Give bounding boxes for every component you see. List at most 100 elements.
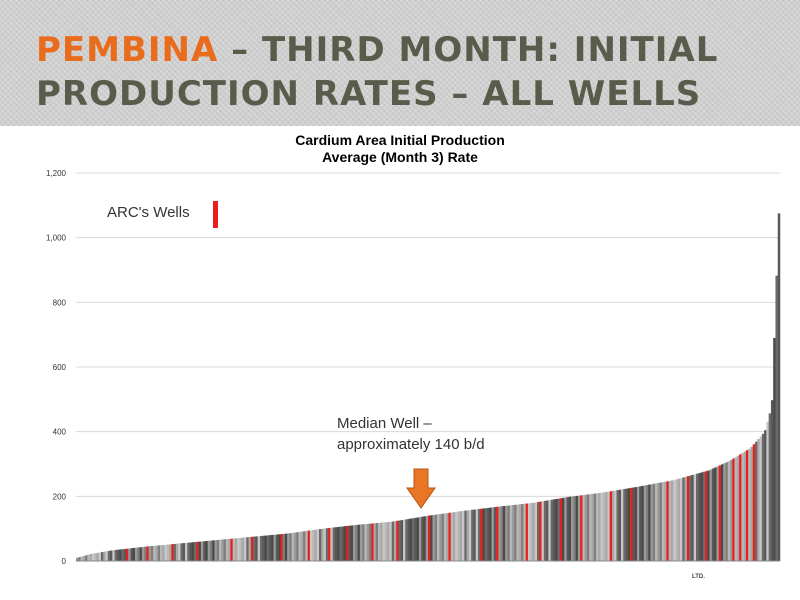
well-bar — [389, 521, 392, 561]
well-bar — [432, 514, 436, 561]
well-bar — [475, 509, 479, 561]
well-bar — [414, 517, 417, 561]
well-bar — [698, 473, 701, 561]
arc-well-bar — [396, 520, 399, 561]
well-bar — [518, 504, 522, 561]
well-bar — [552, 499, 556, 561]
arc-well-bar — [745, 450, 749, 561]
arc-well-bar — [539, 501, 542, 561]
well-bar — [632, 487, 635, 561]
well-bar — [262, 535, 265, 561]
well-bar — [255, 536, 258, 561]
well-bar — [768, 413, 772, 561]
well-bar — [487, 507, 490, 561]
well-bar — [714, 467, 717, 561]
well-bar — [166, 544, 170, 561]
well-bar — [200, 541, 204, 561]
well-bar — [591, 493, 595, 561]
well-bar — [309, 530, 313, 561]
well-bar — [530, 503, 533, 561]
well-bar — [725, 462, 729, 561]
y-tick-label: 1,000 — [46, 234, 67, 243]
well-bar — [521, 504, 524, 561]
well-bar — [173, 543, 177, 561]
well-bar — [350, 525, 354, 561]
well-bar — [491, 507, 495, 561]
well-bar — [114, 549, 118, 561]
well-bar — [764, 430, 767, 561]
title-banner: PEMBINA – THIRD MONTH: INITIAL PRODUCTIO… — [0, 0, 800, 126]
well-bar — [137, 547, 140, 561]
well-bar — [418, 517, 422, 561]
well-bar — [409, 518, 413, 561]
well-bar — [325, 528, 329, 561]
well-bar — [175, 543, 179, 561]
well-bar — [294, 532, 297, 561]
well-bar — [425, 515, 429, 561]
well-bar — [316, 529, 320, 561]
well-bar — [375, 523, 379, 561]
well-bar — [382, 522, 386, 561]
well-bar — [462, 510, 465, 561]
well-bar — [682, 477, 685, 561]
arc-well-bar — [559, 498, 563, 561]
well-bar — [770, 400, 774, 561]
well-bar — [264, 535, 268, 561]
well-bar — [323, 528, 327, 561]
well-bar — [727, 461, 731, 561]
well-bar — [150, 546, 154, 561]
well-bar — [557, 498, 560, 561]
well-bar — [600, 492, 604, 561]
well-bar — [741, 452, 744, 561]
well-bar — [573, 496, 576, 561]
well-bar — [709, 469, 713, 561]
well-bar — [189, 542, 193, 561]
well-bar — [216, 539, 220, 561]
well-bar — [500, 506, 504, 561]
well-bar — [555, 498, 558, 561]
well-bar — [661, 482, 665, 561]
well-bar — [96, 552, 99, 561]
well-bar — [121, 549, 124, 561]
well-bar — [341, 526, 345, 561]
arc-well-bar — [448, 512, 451, 561]
well-bar — [602, 492, 606, 561]
well-bar — [364, 524, 367, 561]
well-bar — [646, 485, 649, 561]
arc-well-bar — [280, 534, 283, 561]
well-bar — [711, 468, 715, 561]
arc-well-bar — [609, 491, 613, 561]
well-bar — [550, 499, 554, 561]
median-annotation-line2: approximately 140 b/d — [337, 436, 485, 453]
arc-well-bar — [732, 458, 735, 561]
well-bar — [493, 507, 497, 561]
well-bar — [194, 542, 197, 561]
well-bar — [607, 491, 610, 561]
title-line1: – THIRD MONTH: INITIAL — [218, 30, 719, 70]
well-bar — [237, 538, 240, 561]
well-bar — [407, 518, 411, 561]
title-line2: PRODUCTION RATES – ALL WELLS — [36, 74, 702, 114]
well-bar — [253, 536, 256, 561]
well-bar — [459, 511, 463, 561]
well-bar — [355, 524, 358, 561]
well-bar — [571, 496, 574, 561]
well-bar — [257, 536, 261, 561]
well-bar — [378, 522, 381, 561]
well-bar — [373, 523, 377, 561]
chart-subtitle: Average (Month 3) Rate — [322, 149, 478, 165]
well-bar — [348, 525, 352, 561]
well-bar — [457, 511, 461, 561]
well-bar — [353, 525, 356, 561]
well-bar — [677, 478, 681, 561]
well-bar — [773, 337, 776, 561]
well-bar — [775, 275, 778, 561]
well-bar — [107, 550, 111, 561]
well-bar — [78, 557, 81, 561]
well-bar — [537, 501, 540, 561]
well-bar — [398, 520, 401, 561]
well-bar — [616, 490, 620, 561]
well-bar — [160, 545, 163, 561]
well-bar — [509, 505, 513, 561]
well-bar — [543, 500, 547, 561]
